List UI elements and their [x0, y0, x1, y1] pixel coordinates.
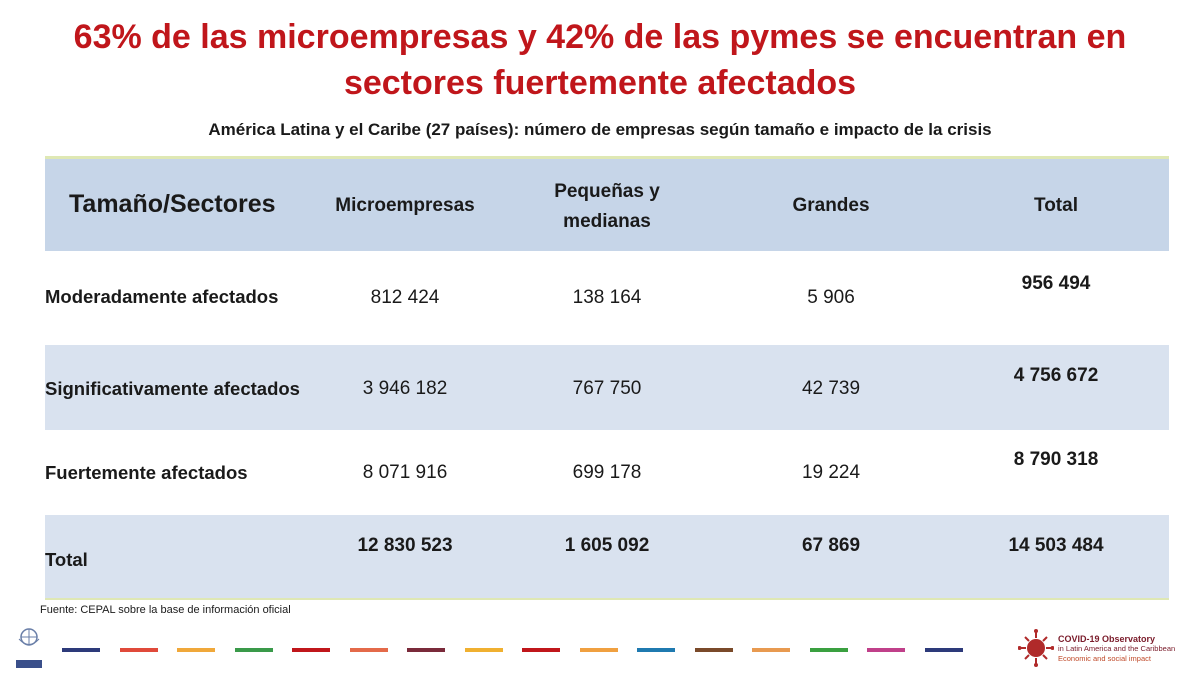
- cell-total: 4 756 672: [1013, 365, 1099, 386]
- cell-grandes: 42 739: [801, 378, 861, 399]
- header-pymes: Pequeñas y medianas: [507, 177, 707, 237]
- covid-logo-line-3: Economic and social impact: [1058, 654, 1151, 663]
- color-bar-segment: [694, 648, 733, 652]
- covid-logo-line-1: COVID-19 Observatory: [1058, 634, 1156, 644]
- cell-micro: 8 071 916: [362, 462, 448, 483]
- color-bar-segment: [637, 648, 675, 652]
- cell-total: 956 494: [1021, 273, 1091, 294]
- table-row-total: Total 12 830 523 1 605 092 67 869 14 503…: [45, 515, 1169, 600]
- row-label: Moderadamente afectados: [45, 286, 279, 307]
- header-pymes-line-1: Pequeñas y: [554, 181, 660, 202]
- title-line-1: 63% de las microempresas y 42% de las py…: [73, 18, 1127, 56]
- color-bar-segment: [464, 648, 503, 652]
- covid-logo-line-2: in Latin America and the Caribbean: [1058, 644, 1176, 653]
- row-label: Total: [45, 549, 88, 570]
- color-bar-segment: [177, 648, 215, 652]
- color-bar-segment: [62, 648, 100, 652]
- cell-micro: 12 830 523: [357, 535, 453, 556]
- cell-pymes: 767 750: [572, 378, 642, 399]
- color-bar-segment: [234, 648, 273, 652]
- cell-pymes: 1 605 092: [564, 535, 650, 556]
- cell-grandes: 67 869: [801, 535, 861, 556]
- color-bar-segment: [579, 648, 618, 652]
- cepal-logo: [14, 626, 44, 670]
- color-bar-segment: [407, 648, 445, 652]
- title-line-2: sectores fuertemente afectados: [343, 64, 857, 102]
- enterprise-table: Tamaño/Sectores Microempresas Pequeñas y…: [45, 156, 1169, 600]
- header-pymes-line-2: medianas: [563, 211, 651, 232]
- color-bar-segment: [867, 648, 905, 652]
- row-label: Significativamente afectados: [45, 378, 300, 399]
- cell-grandes: 5 906: [807, 287, 855, 308]
- row-label: Fuertemente afectados: [45, 462, 248, 483]
- color-bar-segment: [809, 648, 848, 652]
- cell-total: 14 503 484: [1008, 535, 1104, 556]
- cell-pymes: 699 178: [572, 462, 642, 483]
- covid-observatory-logo: COVID-19 Observatory in Latin America an…: [1018, 626, 1190, 670]
- header-size-sectors: Tamaño/Sectores: [69, 190, 276, 218]
- color-bar-segment: [119, 648, 158, 652]
- color-bar-segment: [924, 648, 963, 652]
- cell-total: 8 790 318: [1013, 449, 1099, 470]
- cell-grandes: 19 224: [801, 462, 861, 483]
- header-grandes: Grandes: [792, 195, 870, 216]
- source-note: Fuente: CEPAL sobre la base de informaci…: [40, 604, 291, 616]
- table-header-row: Tamaño/Sectores Microempresas Pequeñas y…: [45, 156, 1169, 251]
- color-bar-segment: [349, 648, 388, 652]
- table-row: Moderadamente afectados 812 424 138 164 …: [45, 251, 1169, 346]
- cell-pymes: 138 164: [572, 287, 642, 308]
- color-bar-segment: [522, 648, 560, 652]
- table-row: Significativamente afectados 3 946 182 7…: [45, 345, 1169, 430]
- color-bar-segment: [752, 648, 790, 652]
- color-bar-segment: [292, 648, 330, 652]
- slide-title: 63% de las microempresas y 42% de las py…: [0, 14, 1200, 106]
- cell-micro: 812 424: [370, 287, 440, 308]
- cell-micro: 3 946 182: [362, 378, 448, 399]
- covid-logo-text: COVID-19 Observatory in Latin America an…: [1058, 634, 1175, 664]
- table-subtitle: América Latina y el Caribe (27 países): …: [208, 120, 992, 139]
- un-emblem-icon: [16, 628, 42, 668]
- header-total: Total: [1034, 195, 1078, 216]
- table-row: Fuertemente afectados 8 071 916 699 178 …: [45, 430, 1169, 515]
- header-micro: Microempresas: [335, 195, 475, 216]
- virus-icon: [1018, 629, 1054, 667]
